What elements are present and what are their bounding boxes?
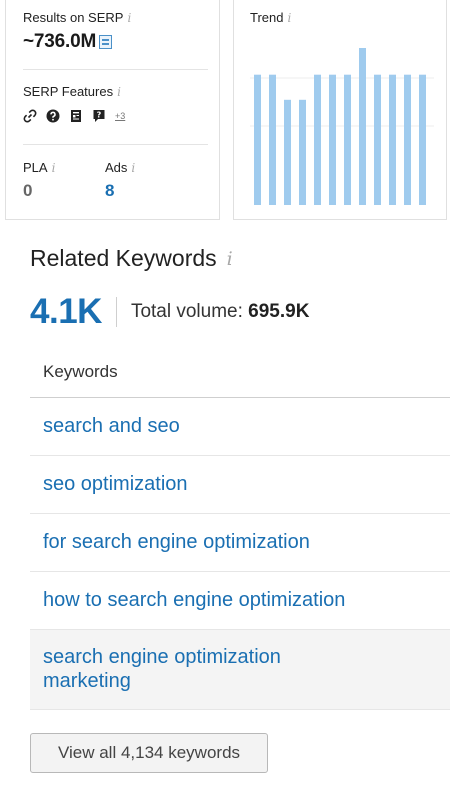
trend-card: Trend i (233, 0, 447, 220)
keyword-row[interactable]: search and seo (30, 398, 450, 456)
trend-bar[interactable] (314, 74, 321, 205)
keywords-table: Keywords search and seo seo optimization… (30, 346, 450, 710)
trend-title: Trend (250, 10, 284, 25)
keyword-row[interactable]: seo optimization (30, 456, 450, 514)
info-icon[interactable]: i (117, 85, 121, 99)
serp-features-icons: ? +3 (23, 109, 125, 123)
trend-bar[interactable] (284, 99, 291, 205)
svg-text:?: ? (97, 110, 102, 119)
total-volume-value: 695.9K (248, 301, 310, 322)
info-icon[interactable]: i (127, 11, 132, 25)
info-icon[interactable]: i (226, 247, 233, 270)
total-volume-label: Total volume: (130, 301, 243, 322)
keyword-link[interactable]: search engine optimization marketing (43, 646, 281, 692)
view-all-keywords-button[interactable]: View all 4,134 keywords (30, 733, 268, 773)
more-features-link[interactable]: +3 (115, 111, 126, 121)
trend-bar[interactable] (299, 99, 306, 205)
pla-metric: PLA i 0 (23, 160, 55, 201)
keyword-row[interactable]: for search engine optimization (30, 514, 450, 572)
trend-bar[interactable] (269, 74, 276, 205)
ads-label: Ads (105, 160, 128, 175)
results-on-serp: Results on SERP i ~736.0M (23, 10, 131, 53)
trend-bar[interactable] (359, 48, 366, 205)
trend-bar[interactable] (404, 74, 411, 205)
trend-bar[interactable] (419, 74, 426, 205)
pla-value: 0 (23, 181, 33, 200)
divider (23, 69, 208, 70)
ads-metric: Ads i 8 (105, 160, 135, 201)
results-value: ~736.0M (23, 31, 97, 52)
keyword-link[interactable]: seo optimization (43, 473, 188, 495)
keyword-link[interactable]: how to search engine optimization (43, 589, 346, 611)
info-icon[interactable]: i (131, 161, 136, 175)
trend-bar[interactable] (254, 74, 261, 205)
serp-features-label: SERP Features (23, 84, 114, 99)
link-icon[interactable] (23, 109, 37, 123)
question-circle-icon[interactable] (46, 109, 60, 123)
related-keywords-title: Related Keywords (30, 245, 217, 271)
info-icon[interactable]: i (287, 11, 292, 25)
column-header-keywords: Keywords (30, 346, 450, 398)
ads-value[interactable]: 8 (105, 181, 115, 200)
keyword-row[interactable]: how to search engine optimization (30, 572, 450, 630)
trend-bar[interactable] (329, 74, 336, 205)
faq-icon[interactable]: ? (92, 109, 106, 123)
serp-metrics-card: Results on SERP i ~736.0M SERP Features i … (5, 0, 220, 220)
results-label: Results on SERP (23, 10, 124, 25)
document-icon[interactable] (69, 109, 83, 123)
keyword-count: 4.1K (30, 292, 102, 331)
trend-bar[interactable] (344, 74, 351, 205)
serp-features: SERP Features i ? +3 (23, 84, 125, 123)
keyword-link[interactable]: for search engine optimization (43, 531, 310, 553)
related-keywords-stats: 4.1K Total volume: 695.9K (30, 292, 309, 332)
trend-bar[interactable] (389, 74, 396, 205)
trend-bar[interactable] (374, 74, 381, 205)
related-keywords-heading: Related Keywords i (30, 245, 233, 272)
keyword-row[interactable]: search engine optimization marketing (30, 630, 450, 710)
keyword-link[interactable]: search and seo (43, 415, 180, 437)
trend-chart (250, 48, 434, 205)
pla-label: PLA (23, 160, 48, 175)
divider (115, 297, 117, 327)
serp-snapshot-icon[interactable] (99, 35, 113, 49)
divider (23, 144, 208, 145)
info-icon[interactable]: i (51, 161, 56, 175)
